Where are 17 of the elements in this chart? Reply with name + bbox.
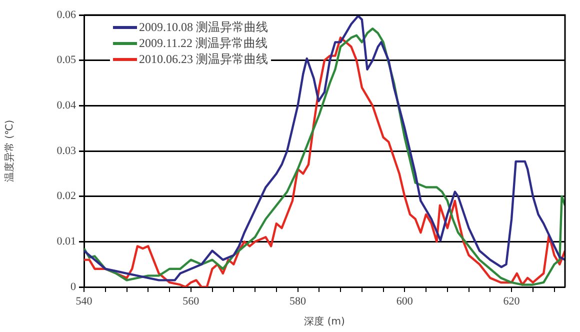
- y-tick-label: 0.05: [56, 54, 76, 66]
- y-axis-title: 温度异常 (℃): [4, 120, 16, 182]
- legend-label: 2010.06.23 测温异常曲线: [139, 51, 268, 67]
- y-tick-label: 0.04: [56, 100, 76, 112]
- y-tick-label: 0.02: [56, 190, 76, 202]
- y-tick-label: 0: [70, 280, 76, 293]
- x-tick-label: 580: [290, 295, 307, 308]
- x-axis-title: 深度 (m): [304, 316, 345, 328]
- x-tick-label: 560: [182, 295, 200, 308]
- y-tick-label: 0.01: [56, 236, 76, 248]
- x-tick-label: 600: [396, 295, 414, 308]
- legend-label: 2009.10.08 测温异常曲线: [139, 19, 268, 35]
- y-tick-label: 0.03: [56, 144, 76, 157]
- legend-label: 2009.11.22 测温异常曲线: [139, 35, 268, 51]
- y-tick-label: 0.06: [56, 8, 76, 21]
- x-tick-label: 620: [503, 295, 520, 308]
- x-tick-label: 540: [76, 295, 93, 308]
